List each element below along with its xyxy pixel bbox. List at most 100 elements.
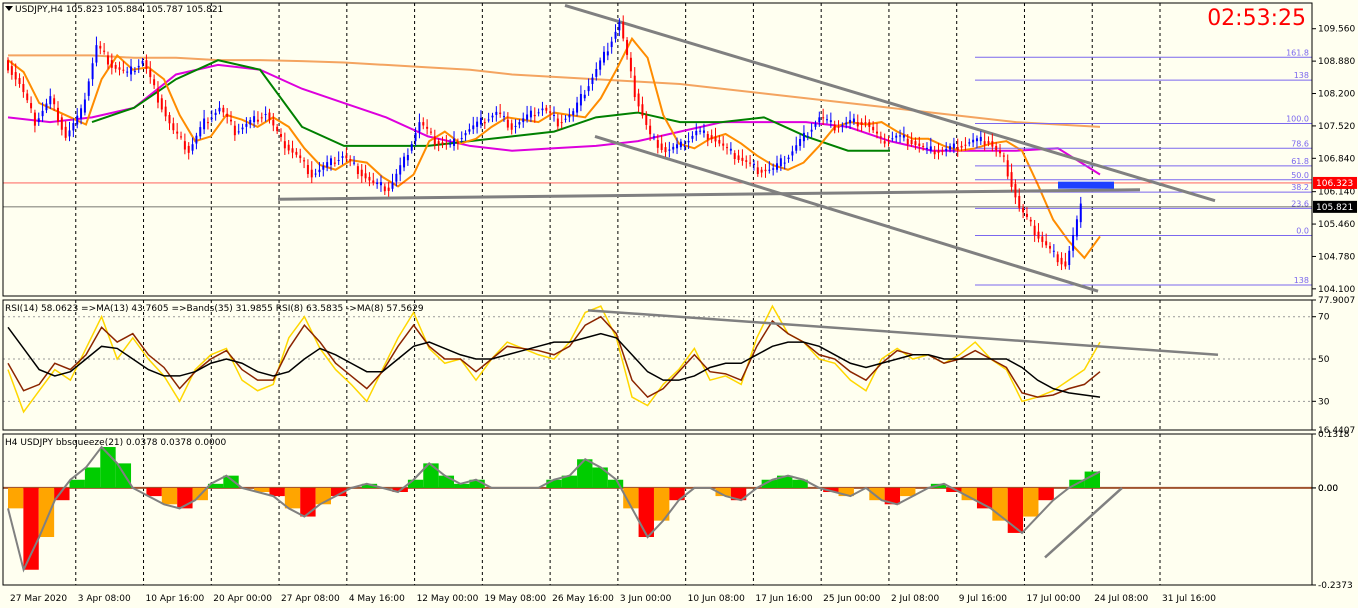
x-tick-label: 24 Jul 08:00 [1094,594,1148,604]
candle-body [410,144,413,151]
candle-body [945,148,948,151]
candle-body [941,150,944,152]
candle-body [864,122,867,124]
candle-body [429,131,432,133]
squeeze-bar [900,487,916,497]
candle-body [495,111,498,115]
squeeze-bar [884,487,901,505]
fib-level-label: 138 [1294,71,1309,80]
candle-body [772,168,775,170]
candle-body [318,169,321,173]
candle-body [256,119,259,122]
squeeze-bar [1023,487,1039,517]
candle-body [764,169,767,172]
candle-body [529,110,532,118]
candle-body [191,144,194,151]
x-tick-label: 3 Apr 08:00 [78,594,131,604]
candle-body [64,126,67,138]
candle-body [399,165,402,175]
candle-body [510,123,513,130]
candle-body [679,141,682,148]
candle-body [1029,219,1032,222]
candle-body [383,186,386,192]
candle-body [453,138,456,146]
candle-body [222,107,225,113]
candle-body [272,119,275,126]
candle-body [153,79,156,86]
panel-frame [2,2,1313,297]
squeeze-bar [607,479,624,488]
squeeze-y-tick-label: 0.1318 [1318,430,1350,440]
candle-body [245,123,248,127]
candle-body [626,39,629,55]
squeeze-bar [269,487,285,497]
candle-body [30,103,33,109]
candle-body [395,173,398,182]
squeeze-bar [330,487,347,497]
chart-menu-icon[interactable] [5,6,13,11]
candle-body [283,141,286,149]
candle-body [72,123,75,131]
candle-body [956,147,959,151]
candle-body [526,114,529,120]
candle-body [249,119,252,125]
candle-body [368,176,371,181]
bbsqueeze-panel [3,445,1312,573]
squeeze-bar [561,475,578,488]
candle-body [26,93,29,101]
candle-body [379,182,382,186]
candle-body [849,119,852,124]
candle-body [91,63,94,80]
candle-body [176,131,179,134]
candle-body [1049,245,1052,249]
candle-body [906,138,909,145]
candle-body [722,143,725,146]
candle-body [1045,241,1048,246]
candle-body [1025,213,1028,217]
candle-body [183,141,186,150]
candle-body [422,122,425,126]
candle-body [706,134,709,140]
server-clock: 02:53:25 [1207,6,1306,31]
candle-body [833,124,836,131]
candle-body [329,158,332,165]
candle-body [741,157,744,161]
candle-body [841,125,844,127]
candle-body [752,163,755,165]
candle-body [426,126,429,129]
candle-body [541,108,544,111]
candle-body [745,160,748,162]
y-tick-label: 105.460 [1318,220,1355,230]
candle-body [349,159,352,161]
candle-body [583,94,586,99]
candle-body [164,106,167,117]
candle-body [779,158,782,167]
candle-body [137,65,140,68]
candle-body [360,169,363,177]
x-tick-label: 10 Apr 16:00 [146,594,205,604]
candle-body [7,60,9,71]
candle-body [149,69,152,78]
x-tick-label: 3 Jun 00:00 [620,594,672,604]
candle-body [1060,257,1063,265]
candle-body [110,60,113,68]
candle-body [802,132,805,142]
x-tick-label: 25 Jun 00:00 [823,594,880,604]
candle-body [891,138,894,140]
candle-body [883,141,886,144]
candle-body [118,67,121,70]
squeeze-y-tick-label: -0.2373 [1318,581,1353,591]
x-tick-label: 17 Jun 16:00 [755,594,812,604]
candle-body [776,163,779,170]
candle-body [403,156,406,168]
rsi-y-tick-label: 30 [1318,397,1330,407]
candle-body [737,155,740,160]
candle-body [226,113,229,117]
candle-body [41,110,44,117]
candle-body [999,150,1002,154]
squeeze-bar [592,467,608,488]
candle-body [783,162,786,164]
squeeze-bar [161,487,178,505]
candle-body [918,143,921,146]
candle-body [714,136,717,142]
